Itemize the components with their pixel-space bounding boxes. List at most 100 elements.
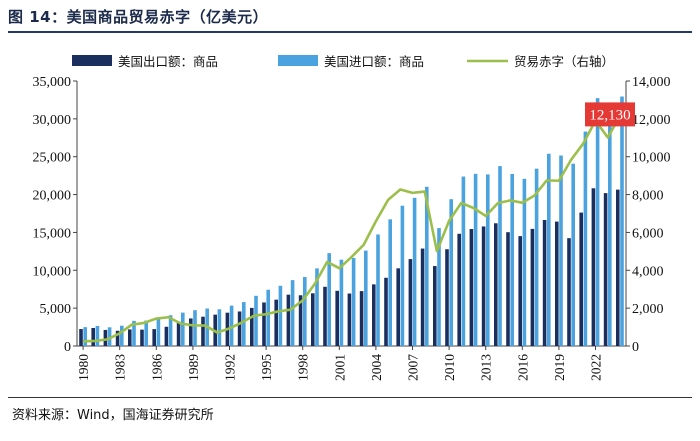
import-bar — [327, 253, 331, 346]
import-bar — [461, 176, 466, 346]
export-bar — [555, 221, 559, 346]
import-bar — [315, 268, 319, 346]
export-bar — [518, 236, 522, 346]
import-bar — [583, 131, 588, 346]
x-tick-label: 1989 — [186, 354, 201, 381]
import-bar — [620, 96, 624, 347]
right-tick-label: 2,000 — [632, 302, 664, 317]
x-tick-label: 1998 — [296, 354, 311, 381]
import-bar — [120, 325, 124, 346]
x-tick-label: 1983 — [113, 354, 128, 381]
export-bar — [579, 212, 583, 346]
deficit-line — [83, 115, 622, 343]
import-bar — [473, 173, 478, 346]
import-bar — [510, 173, 514, 346]
export-bar — [262, 302, 266, 346]
export-bar — [603, 193, 608, 346]
axes: 0 5,000 10,000 15,000 20,000 25,000 30,000 35,0… — [33, 75, 671, 381]
legend-swatch-exports — [72, 55, 112, 66]
import-bar — [449, 199, 453, 346]
right-tick-label: 8,000 — [632, 189, 664, 204]
import-bar — [425, 186, 429, 346]
x-tick-label: 1980 — [76, 354, 91, 381]
export-bar — [311, 293, 315, 346]
legend-label-imports: 美国进口额：商品 — [324, 54, 424, 69]
import-bar — [437, 228, 441, 346]
export-bar — [189, 318, 193, 346]
left-tick-label: 10,000 — [33, 264, 72, 279]
export-bar — [323, 286, 327, 346]
callout-label: 12,130 — [589, 107, 630, 123]
import-bar — [608, 109, 612, 346]
export-bar — [530, 228, 535, 346]
import-bar — [229, 305, 234, 346]
export-bar — [384, 277, 388, 346]
export-bar — [140, 329, 144, 346]
figure-title: 图 14：美国商品贸易赤字（亿美元） — [8, 8, 269, 26]
x-tick-label: 2004 — [369, 354, 384, 381]
legend: 美国出口额：商品 美国进口额：商品 贸易赤字（右轴） — [72, 54, 614, 69]
export-bar — [469, 229, 474, 346]
x-tick-label: 2019 — [552, 354, 567, 381]
export-bar — [396, 268, 400, 346]
import-bar — [547, 153, 551, 346]
left-tick-label: 0 — [64, 340, 71, 355]
export-bar — [128, 329, 132, 346]
legend-label-exports: 美国出口额：商品 — [118, 54, 218, 69]
export-bar — [298, 295, 303, 346]
import-bar — [339, 259, 344, 346]
right-tick-label: 0 — [632, 340, 639, 355]
legend-label-deficit: 贸易赤字（右轴） — [514, 54, 614, 69]
bars — [79, 96, 624, 347]
export-bar — [420, 248, 425, 346]
deficit-line-group — [83, 115, 622, 343]
left-tick-label: 30,000 — [33, 113, 72, 128]
import-bar — [364, 250, 368, 346]
import-bar — [181, 312, 185, 346]
right-tick-label: 6,000 — [632, 226, 664, 241]
legend-swatch-imports — [278, 55, 318, 66]
import-bar — [486, 174, 490, 346]
import-bar — [266, 289, 270, 346]
export-bar — [286, 294, 291, 346]
export-bar — [237, 311, 242, 346]
export-bar — [347, 293, 352, 346]
left-tick-label: 20,000 — [33, 189, 72, 204]
left-tick-label: 5,000 — [40, 302, 72, 317]
export-bar — [164, 326, 169, 346]
export-bar — [445, 249, 449, 346]
import-bar — [522, 178, 527, 346]
export-bar — [506, 232, 510, 346]
x-tick-label: 2022 — [589, 354, 604, 381]
export-bar — [274, 299, 278, 346]
callout-box — [585, 102, 635, 127]
export-bar — [103, 329, 108, 346]
import-bar — [303, 277, 307, 346]
left-tick-label: 35,000 — [33, 75, 72, 90]
export-bar — [250, 307, 254, 346]
export-bar — [176, 321, 181, 346]
export-bar — [591, 188, 596, 346]
import-bar — [168, 315, 173, 346]
right-tick-label: 12,000 — [632, 113, 671, 128]
import-bar — [498, 166, 502, 346]
export-bar — [372, 284, 376, 346]
export-bar — [481, 226, 486, 346]
import-bar — [254, 295, 258, 346]
import-bar — [83, 327, 87, 346]
import-bar — [242, 302, 246, 346]
import-bar — [217, 309, 222, 346]
import-bar — [290, 280, 295, 346]
x-tick-label: 1986 — [149, 354, 164, 381]
import-bar — [144, 320, 148, 346]
export-bar — [567, 238, 571, 346]
export-bar — [79, 329, 83, 346]
x-tick-label: 1992 — [223, 354, 238, 381]
right-tick-label: 14,000 — [632, 75, 671, 90]
import-bar — [571, 163, 575, 346]
source-note: 资料来源：Wind，国海证券研究所 — [12, 408, 214, 423]
right-tick-label: 4,000 — [632, 264, 664, 279]
import-bar — [193, 310, 197, 346]
import-bar — [559, 155, 563, 346]
